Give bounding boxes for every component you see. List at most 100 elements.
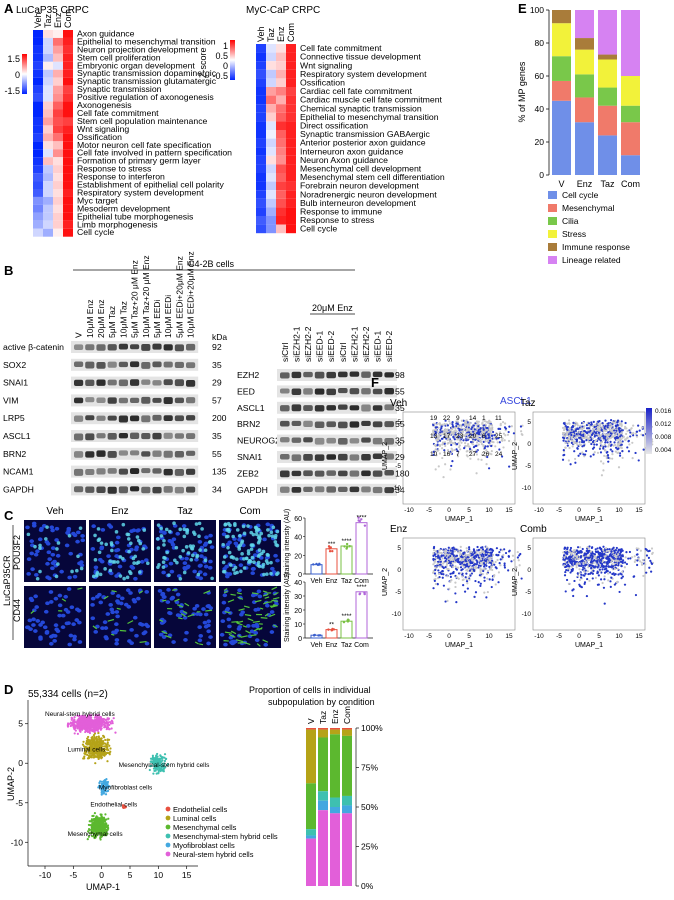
umap-point xyxy=(464,442,467,445)
umap-point xyxy=(594,424,597,427)
umap-point xyxy=(620,429,623,432)
nucleus xyxy=(132,615,138,620)
umap-point xyxy=(564,590,567,593)
umap-point xyxy=(602,429,605,432)
band-label: active β-catenin xyxy=(3,342,64,352)
umap-point xyxy=(611,450,614,453)
legend-label: Mesenchymal xyxy=(562,203,615,213)
umap-point xyxy=(568,422,571,425)
x-tick-label: Taz xyxy=(341,578,352,585)
umap-point xyxy=(578,578,582,582)
umap-point xyxy=(479,564,482,567)
heatmap-cell xyxy=(286,147,296,156)
umap-point xyxy=(480,568,483,571)
nucleus xyxy=(169,596,175,601)
umap-point xyxy=(631,441,634,444)
blot-band xyxy=(152,343,162,350)
umap-point xyxy=(603,443,607,446)
umap-point xyxy=(461,432,464,435)
umap-point xyxy=(498,550,501,554)
umap-x-tick: -10 xyxy=(404,633,414,640)
stain-signal xyxy=(96,527,101,531)
umap-point xyxy=(465,430,468,433)
blot-band xyxy=(163,379,173,386)
umap-point xyxy=(462,578,465,581)
umap-point xyxy=(451,547,454,550)
umap-point xyxy=(503,564,506,567)
umap-point xyxy=(636,559,639,562)
umap-point xyxy=(595,550,598,554)
blot-band xyxy=(338,404,348,410)
umap-point xyxy=(487,557,490,560)
blot-band xyxy=(174,361,184,369)
blot-band xyxy=(74,379,84,387)
umap-point xyxy=(508,465,511,468)
heatmap-row-label: Ossification xyxy=(300,78,345,88)
umap-point xyxy=(471,426,474,429)
heatmap-row-label: Forebrain neuron development xyxy=(300,181,419,191)
nucleus xyxy=(269,630,275,634)
umap-point xyxy=(614,443,617,447)
nucleus xyxy=(237,625,243,629)
stain-signal xyxy=(254,532,259,537)
umap-point xyxy=(564,424,567,428)
umap-point xyxy=(475,567,478,570)
umap-point xyxy=(626,430,629,433)
umap-x-tick: 10 xyxy=(615,633,623,640)
umap-point xyxy=(456,455,460,458)
umap-point xyxy=(476,560,479,563)
umap-point xyxy=(600,433,603,436)
umap-point xyxy=(578,436,581,439)
umap-point xyxy=(501,421,505,424)
umap-point xyxy=(482,432,485,436)
blot-band xyxy=(85,379,95,386)
heatmap-row-label: Connective tissue development xyxy=(300,52,421,62)
umap-point xyxy=(490,434,494,437)
stain-signal xyxy=(231,621,239,623)
umap-point xyxy=(518,564,521,567)
blot-band xyxy=(361,486,371,493)
umap-y-tick: 0 xyxy=(527,441,531,448)
umap-point xyxy=(80,728,84,731)
umap-point xyxy=(597,420,600,423)
stain-signal xyxy=(159,526,163,531)
umap-point xyxy=(637,557,640,560)
heatmap-cell xyxy=(43,204,53,213)
stain-signal xyxy=(261,565,265,569)
band-label: NCAM1 xyxy=(3,467,34,477)
blot-band xyxy=(338,438,348,445)
umap-point xyxy=(451,561,454,564)
umap-point xyxy=(489,421,492,424)
umap-point xyxy=(455,548,458,551)
stain-signal xyxy=(126,537,131,541)
stacked-bar-segment xyxy=(575,49,594,75)
umap-point xyxy=(520,430,523,433)
heatmap-cell xyxy=(266,173,276,182)
nucleus xyxy=(57,593,63,598)
heatmap-col-label: Taz xyxy=(43,13,53,28)
heatmap-cell xyxy=(266,69,276,79)
umap-point xyxy=(591,430,594,433)
significance-stars: **** xyxy=(341,613,352,620)
umap-point xyxy=(106,741,109,744)
nucleus xyxy=(126,604,132,609)
blot-band xyxy=(152,380,162,386)
heatmap-cell xyxy=(256,52,266,62)
heatmap-cell xyxy=(53,133,63,142)
umap-point xyxy=(434,468,437,471)
umap-point xyxy=(438,565,441,568)
umap-point xyxy=(96,718,99,721)
heatmap-cell xyxy=(256,130,266,139)
umap-point xyxy=(451,423,454,426)
nucleus xyxy=(115,614,120,619)
umap-point xyxy=(507,555,510,558)
umap-point xyxy=(494,445,497,448)
umap-point xyxy=(645,548,648,551)
umap-point xyxy=(626,436,629,440)
umap-point xyxy=(613,436,617,440)
heatmap-cell xyxy=(63,85,73,94)
umap-point xyxy=(475,427,478,430)
stain-signal xyxy=(242,531,247,536)
stain-signal xyxy=(177,604,184,608)
stain-signal xyxy=(269,530,274,535)
